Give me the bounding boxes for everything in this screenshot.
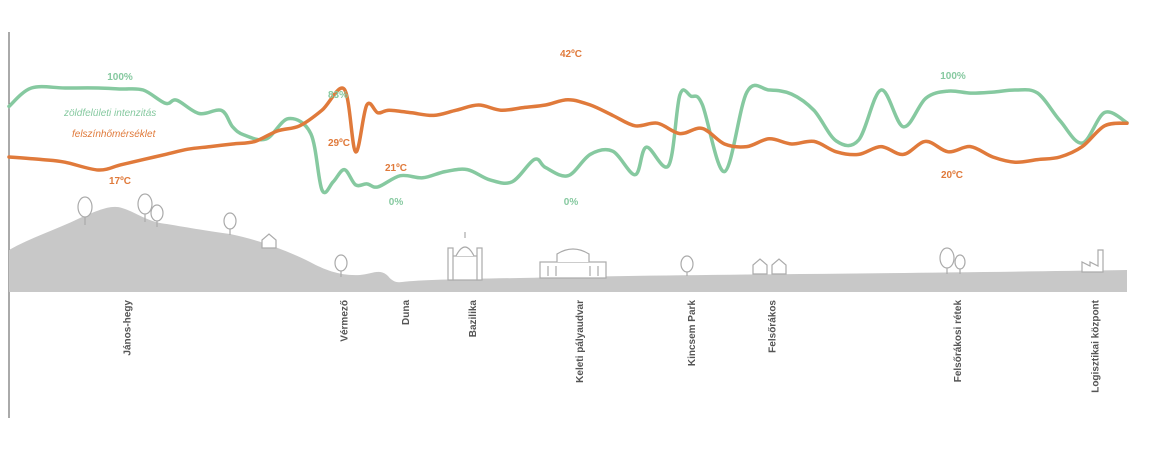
legend-green-label: zöldfelületi intenzitás [63,108,156,119]
data-label: 100% [107,72,133,83]
tree-icon [77,196,93,225]
data-label: 83% [328,90,348,101]
place-label: Felsőrákosi rétek [953,300,964,383]
tree-icon [954,254,966,274]
factory-icon [1081,249,1104,273]
data-label: 21ºC [385,163,407,174]
place-label: Bazilika [468,300,479,338]
house-icon [261,233,277,249]
place-label: Felsőrákos [768,300,779,353]
legend-orange-label: felszínhőmérséklet [72,129,157,140]
place-label: Duna [401,300,412,325]
data-label: 17ºC [109,176,131,187]
tree-icon [334,254,348,277]
data-label: 42ºC [560,49,582,60]
data-label: 29ºC [328,138,350,149]
tree-icon [223,212,237,235]
series-lines [7,83,1129,195]
tree-icon [137,193,153,222]
series-line-surface-temperature [7,86,1129,172]
data-label: 0% [564,197,579,208]
tree-icon [939,247,955,274]
houses-icon [752,258,787,275]
place-label: Logisztikai központ [1091,299,1102,392]
place-label: Vérmező [339,300,350,342]
place-label: Kincsem Park [687,300,698,367]
railway-station-icon [539,248,607,279]
tree-icon [680,255,694,276]
data-labels: 100% 83% 0% 0% 100% 17ºC 29ºC 21ºC 42ºC 20ºC [107,49,966,208]
series-line-green-intensity [7,83,1129,195]
data-label: 20ºC [941,170,963,181]
tree-icon [150,204,164,227]
data-label: 0% [389,197,404,208]
place-label: Keleti pályaudvar [575,300,586,383]
place-labels: János-hegy Vérmező Duna Bazilika Keleti pály… [122,299,1101,392]
place-label: János-hegy [122,300,133,356]
basilica-icon [447,232,483,281]
terrain-silhouette [9,206,1127,292]
data-label: 100% [940,71,966,82]
